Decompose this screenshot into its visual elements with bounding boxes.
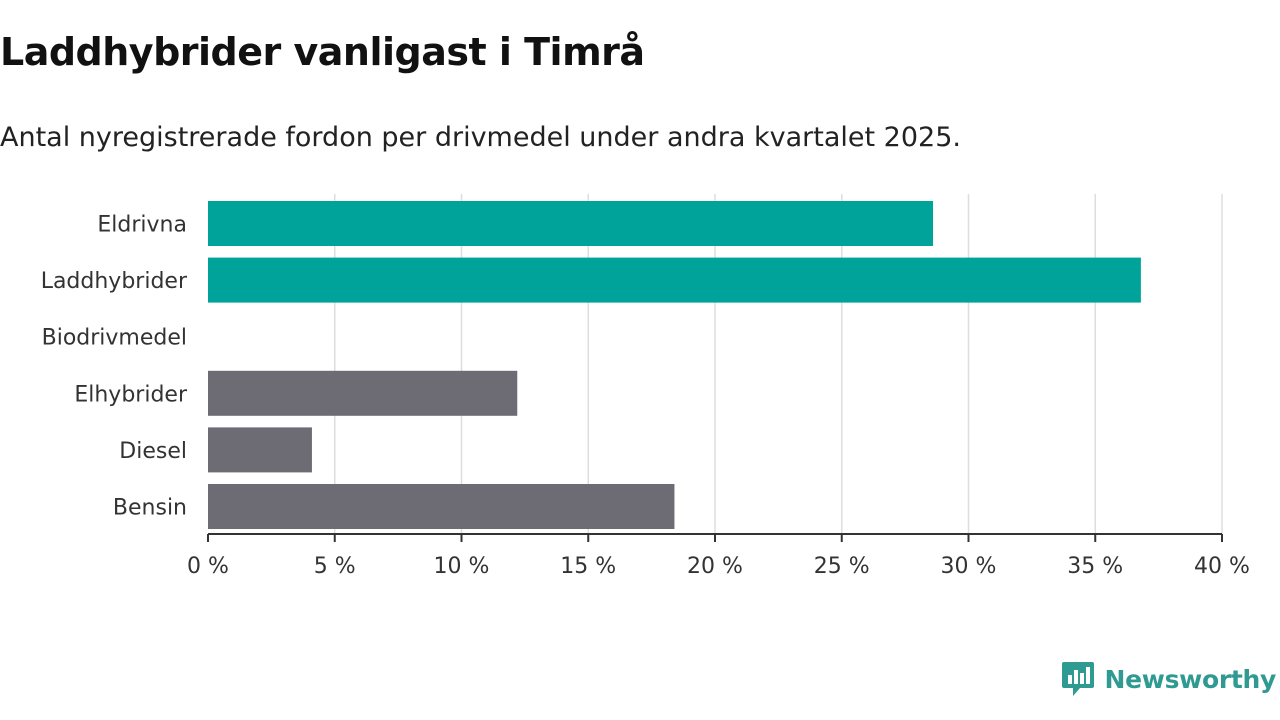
- x-tick-label: 10 %: [434, 554, 490, 579]
- x-tick-label: 0 %: [187, 554, 229, 579]
- x-tick-label: 25 %: [814, 554, 870, 579]
- bar-chart-logo-icon: [1061, 662, 1094, 696]
- bar: [208, 201, 934, 246]
- chart-title: Laddhybrider vanligast i Timrå: [0, 30, 645, 74]
- category-label: Eldrivna: [97, 213, 187, 238]
- brand-logo: Newsworthy: [1061, 660, 1277, 698]
- x-tick-label: 35 %: [1067, 554, 1123, 579]
- category-label: Biodrivmedel: [42, 326, 187, 351]
- x-tick-label: 40 %: [1194, 554, 1250, 579]
- bar: [208, 427, 312, 473]
- x-tick-label: 20 %: [687, 554, 743, 579]
- x-tick-label: 15 %: [560, 554, 616, 579]
- brand-name: Newsworthy: [1104, 664, 1277, 694]
- category-label: Diesel: [119, 439, 187, 464]
- x-tick-label: 5 %: [314, 554, 356, 579]
- category-label: Bensin: [113, 496, 187, 521]
- bar-chart: Eldrivna Laddhybrider Biodrivmedel Elhybrid…: [41, 194, 1250, 579]
- category-label: Elhybrider: [74, 382, 188, 407]
- bar: [208, 370, 518, 416]
- x-tick-label: 30 %: [941, 554, 997, 579]
- bar: [208, 257, 1141, 303]
- bar: [208, 484, 675, 529]
- category-label: Laddhybrider: [41, 269, 188, 294]
- chart-subtitle: Antal nyregistrerade fordon per drivmede…: [0, 122, 961, 153]
